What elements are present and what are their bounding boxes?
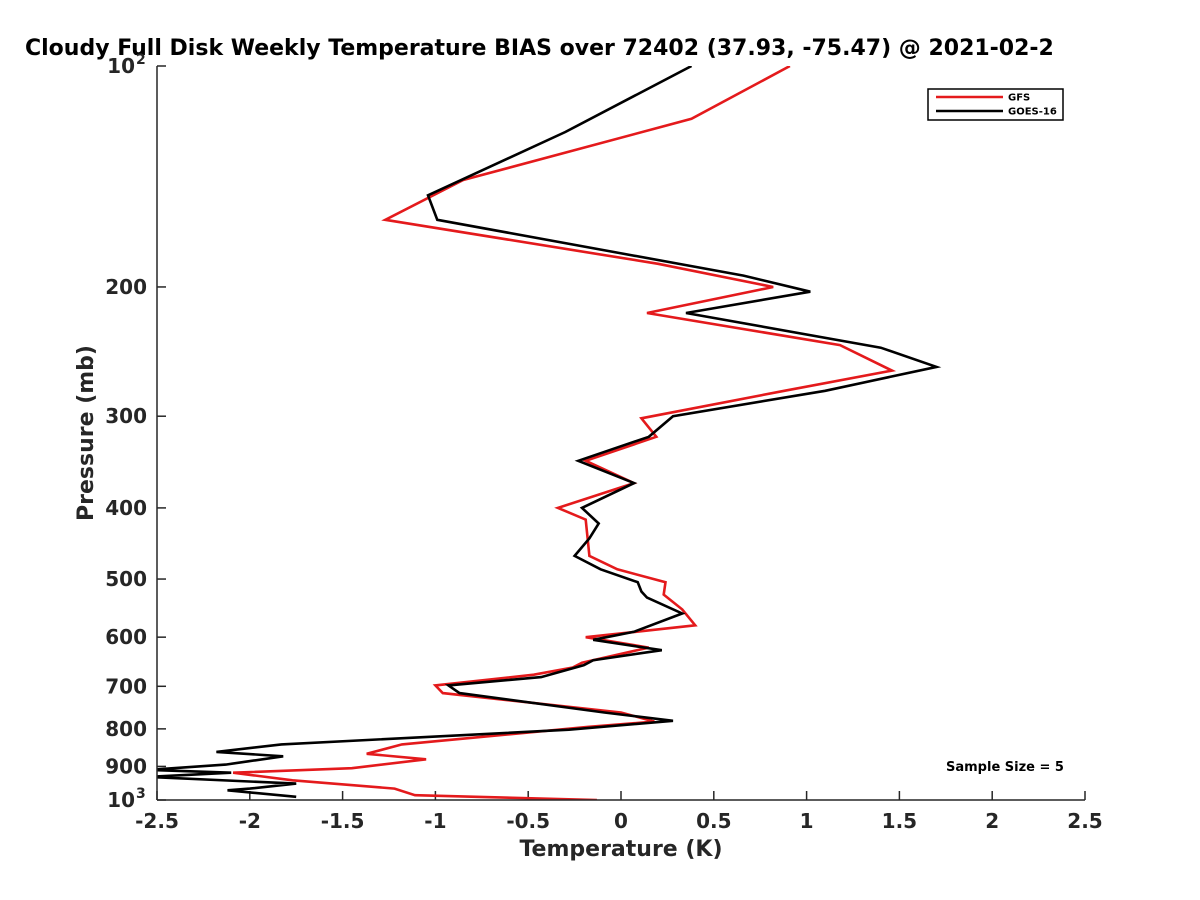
y-tick-label: 500 [105,567,147,591]
x-axis-label: Temperature (K) [519,837,722,862]
x-tick-label: -1 [424,809,446,833]
y-tick-label: 600 [105,625,147,649]
series-line-gfs [232,66,897,800]
x-tick-label: 2 [985,809,999,833]
y-tick-label: 800 [105,717,147,741]
y-tick-label: 400 [105,496,147,520]
x-tick-label: 1.5 [882,809,917,833]
y-tick-label: 700 [105,674,147,698]
x-tick-label: -2 [239,809,261,833]
sample-size-annotation: Sample Size = 5 [946,760,1064,775]
legend-box [927,88,1064,121]
x-tick-label: 0 [614,809,628,833]
series-layer [157,66,942,800]
y-tick-label-exponent: 3 [136,786,146,802]
legend-label: GFS [1008,93,1030,104]
chart-title: Cloudy Full Disk Weekly Temperature BIAS… [25,36,1054,61]
y-tick-label-base: 10 [107,788,135,812]
legend-label: GOES-16 [1008,107,1057,118]
x-tick-label: -0.5 [506,809,550,833]
y-tick-label-exponent: 2 [136,52,146,68]
y-tick-label: 300 [105,404,147,428]
x-axis-ticks: -2.5 -2 -1.5 -1 -0.5 0 0.5 1 1.5 2 2.5 [135,791,1103,833]
y-tick-label: 900 [105,754,147,778]
y-tick-label-base: 10 [107,54,135,78]
series-line-goes-16 [157,66,942,799]
legend: GFS GOES-16 [927,88,1064,121]
x-tick-label: 0.5 [696,809,731,833]
x-tick-label: 1 [800,809,814,833]
x-tick-label: -1.5 [321,809,365,833]
x-tick-label: 2.5 [1067,809,1102,833]
x-tick-label: -2.5 [135,809,179,833]
y-axis-label: Pressure (mb) [74,345,99,521]
y-tick-label: 200 [105,275,147,299]
